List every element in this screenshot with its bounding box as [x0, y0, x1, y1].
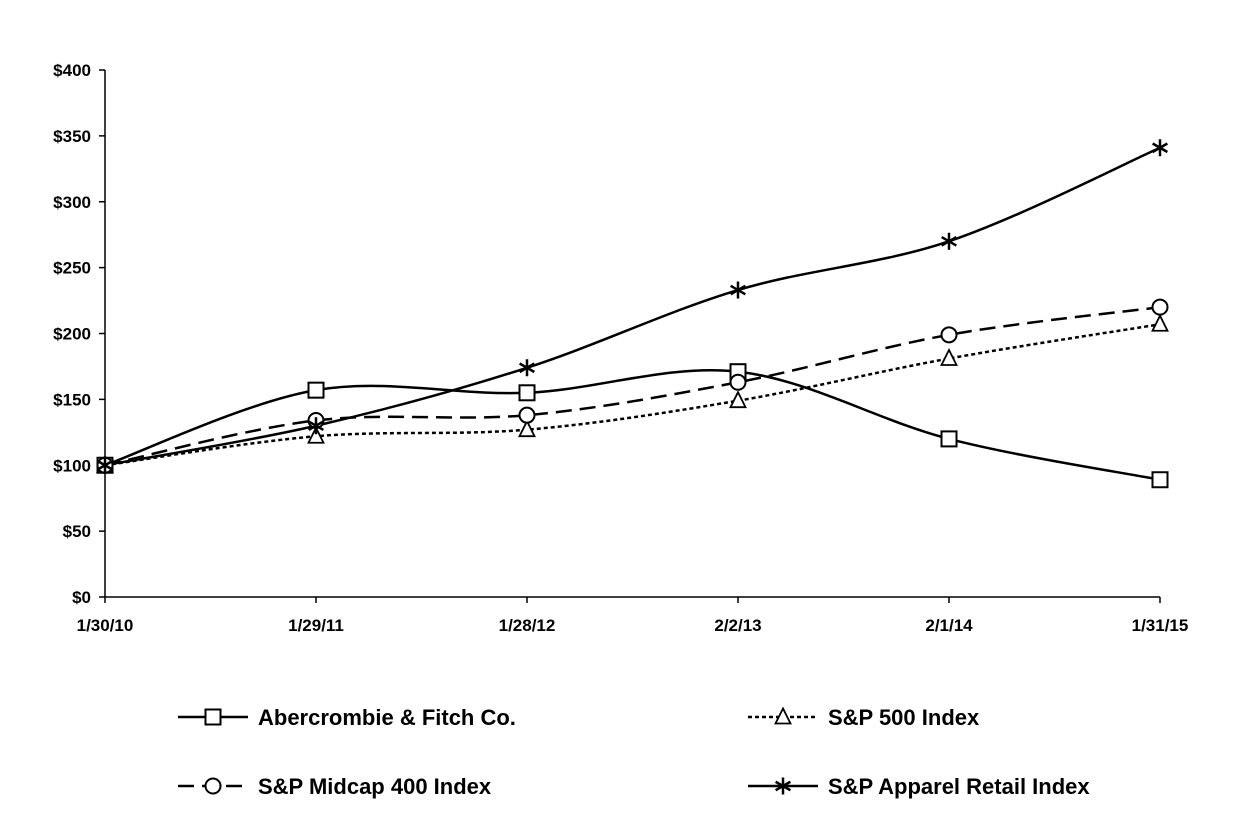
- legend-label: S&P Apparel Retail Index: [828, 774, 1090, 799]
- series-line-0: [104, 369, 1161, 481]
- data-point-s0-p1: [307, 381, 325, 399]
- legend-item: S&P Midcap 400 Index: [178, 774, 492, 799]
- data-point-s1-p1: [307, 425, 325, 444]
- data-point-s1-p5: [1151, 313, 1169, 332]
- series-line-2: [104, 305, 1161, 467]
- data-point-s1-p4: [940, 348, 958, 366]
- legend-label: Abercrombie & Fitch Co.: [258, 705, 516, 730]
- x-tick-label: 1/29/11: [288, 616, 344, 635]
- y-tick-label: $250: [53, 259, 91, 278]
- x-tick-label: 2/1/14: [925, 616, 973, 635]
- data-point-s0-p2: [518, 384, 536, 402]
- series-line-1: [104, 323, 1161, 467]
- data-point-s2-p5: [1151, 298, 1169, 316]
- legend-marker: [204, 708, 222, 726]
- x-tick-label: 2/2/13: [714, 616, 761, 635]
- y-tick-label: $300: [53, 193, 91, 212]
- data-point-s2-p4: [940, 326, 958, 344]
- legend-label: S&P Midcap 400 Index: [258, 774, 492, 799]
- y-tick-label: $150: [53, 390, 91, 409]
- legend-item: S&P Apparel Retail Index: [748, 774, 1090, 799]
- x-tick-label: 1/28/12: [499, 616, 556, 635]
- y-tick-label: $200: [53, 325, 91, 344]
- series-layer: [96, 139, 1169, 489]
- legend: Abercrombie & Fitch Co. S&P 500 Index S&P …: [178, 705, 1090, 799]
- data-point-s3-p4: [941, 232, 957, 250]
- series-line-3: [104, 146, 1161, 467]
- y-tick-label: $350: [53, 127, 91, 146]
- data-point-s2-p3: [729, 373, 747, 391]
- data-point-s3-p3: [730, 281, 746, 299]
- x-tick-label: 1/31/15: [1132, 616, 1189, 635]
- data-point-s1-p3: [729, 390, 747, 409]
- legend-marker: [774, 706, 792, 725]
- data-point-s1-p2: [518, 419, 536, 438]
- data-point-s3-p5: [1152, 139, 1168, 157]
- data-point-s3-p1: [308, 417, 324, 435]
- x-tick-label: 1/30/10: [77, 616, 134, 635]
- data-point-s2-p2: [518, 406, 536, 424]
- y-tick-label: $400: [53, 61, 91, 80]
- y-tick-label: $50: [63, 522, 91, 541]
- legend-marker: [204, 777, 222, 795]
- data-point-s0-p4: [940, 430, 958, 448]
- legend-item: S&P 500 Index: [748, 705, 980, 730]
- data-point-s3-p2: [519, 359, 535, 377]
- legend-marker: [775, 777, 791, 795]
- axes: $0 $50 $100 $150 $200 $250 $300 $350 $400 1/30/10…: [53, 61, 1188, 635]
- y-tick-label: $100: [53, 456, 91, 475]
- data-point-s0-p5: [1151, 471, 1169, 489]
- y-tick-label: $0: [72, 588, 91, 607]
- legend-item: Abercrombie & Fitch Co.: [178, 705, 516, 730]
- legend-label: S&P 500 Index: [828, 705, 980, 730]
- data-point-s3-p0: [97, 456, 113, 474]
